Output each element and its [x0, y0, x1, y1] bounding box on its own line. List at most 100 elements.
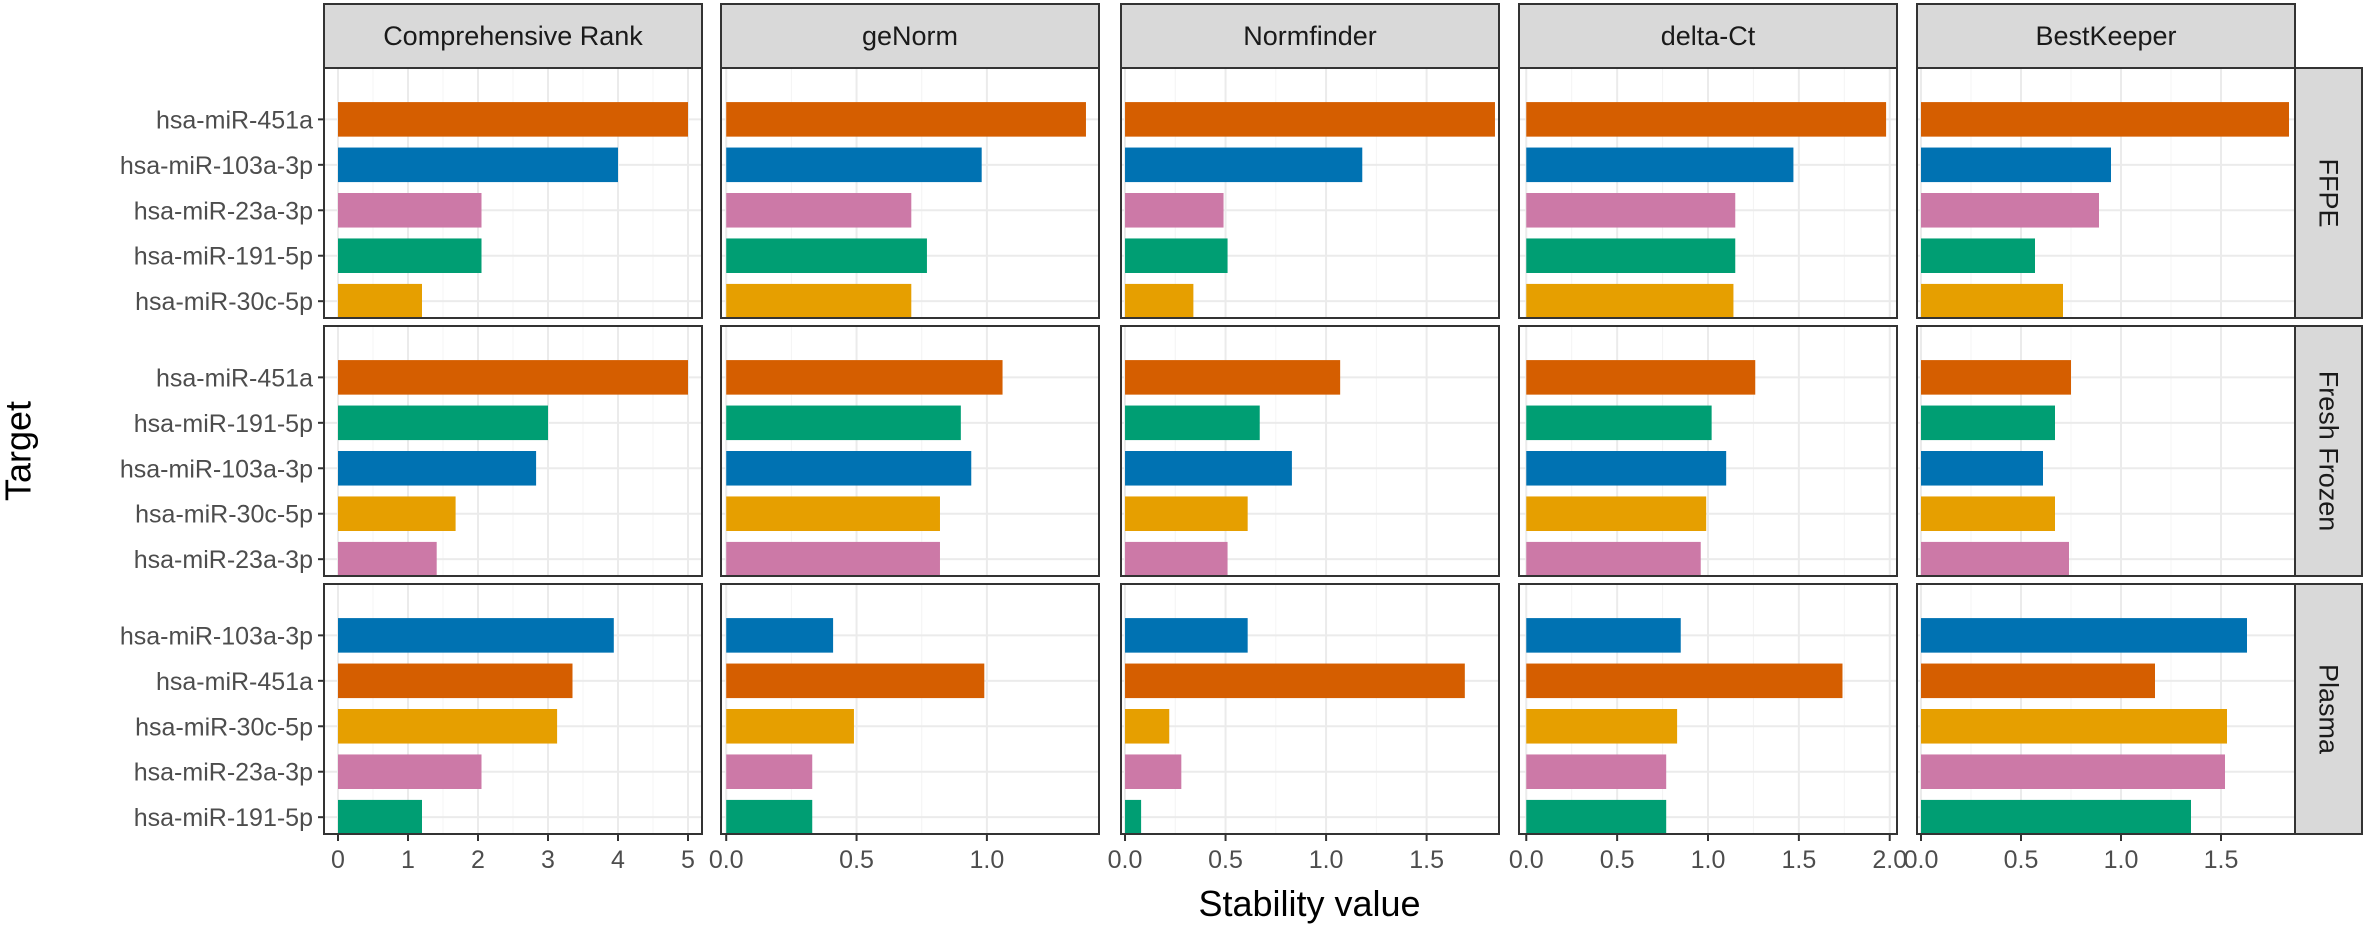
bar-hsa-mir-23a-3p — [726, 193, 912, 228]
strip-label: Fresh Frozen — [2314, 371, 2344, 532]
bar-hsa-mir-191-5p — [1921, 405, 2055, 441]
x-tick-label: 2.0 — [1872, 846, 1907, 874]
facet-strip-bestkeeper: BestKeeper — [1916, 3, 2296, 69]
bar-hsa-mir-451a — [338, 663, 573, 699]
x-ticks-normfinder: 0.0 0.5 1.0 1.5 — [1108, 834, 1444, 874]
x-ticks-genorm: 0.0 0.5 1.0 — [709, 834, 1004, 874]
panel-plasma-bestkeeper — [1916, 583, 2296, 835]
x-tick-label: 1.0 — [1309, 846, 1344, 874]
bar-hsa-mir-451a — [1125, 102, 1495, 137]
facet-strip-delta-ct: delta-Ct — [1518, 3, 1898, 69]
bar-hsa-mir-191-5p — [1125, 238, 1228, 273]
bar-hsa-mir-23a-3p — [726, 754, 813, 789]
panel-fresh-frozen-normfinder — [1120, 325, 1500, 577]
bar-hsa-mir-103a-3p — [726, 147, 982, 183]
bar-hsa-mir-23a-3p — [1125, 541, 1228, 577]
bar-hsa-mir-191-5p — [1526, 238, 1736, 273]
strip-box — [2294, 325, 2363, 577]
x-tick-label: 1 — [401, 846, 415, 874]
y-tick-label: hsa-miR-30c-5p — [135, 501, 313, 529]
bar-hsa-mir-451a — [1526, 360, 1756, 395]
x-tick-label: 0.0 — [1509, 846, 1544, 874]
strip-label: Plasma — [2314, 664, 2344, 755]
strip-box — [1120, 3, 1500, 69]
panel-border — [1518, 67, 1898, 319]
bar-hsa-mir-30c-5p — [1921, 496, 2055, 531]
x-tick-label: 4 — [611, 846, 625, 874]
x-tick-label: 0.5 — [1600, 846, 1635, 874]
strip-box — [1518, 3, 1898, 69]
bar-hsa-mir-451a — [1526, 102, 1887, 137]
bar-hsa-mir-191-5p — [1526, 405, 1712, 441]
bar-hsa-mir-451a — [726, 102, 1086, 137]
facet-strip-ffpe: FFPE — [2294, 67, 2363, 319]
bar-hsa-mir-23a-3p — [1921, 541, 2069, 577]
panel-border — [1120, 325, 1500, 577]
bar-hsa-mir-23a-3p — [1921, 193, 2099, 228]
panel-ffpe-genorm — [720, 67, 1100, 319]
strip-box — [720, 3, 1100, 69]
y-ticks-fresh-frozen: hsa-miR-451a hsa-miR-191-5p hsa-miR-103a-3… — [120, 364, 324, 574]
y-tick-label: hsa-miR-103a-3p — [120, 152, 313, 180]
y-ticks-plasma: hsa-miR-103a-3p hsa-miR-451a hsa-miR-30c-5… — [120, 622, 324, 832]
x-tick-label: 1.5 — [1409, 846, 1444, 874]
bar-hsa-mir-451a — [1921, 360, 2071, 395]
bar-hsa-mir-191-5p — [1526, 799, 1667, 835]
panel-border — [720, 583, 1100, 835]
panel-plasma-genorm — [720, 583, 1100, 835]
bar-hsa-mir-103a-3p — [338, 618, 614, 653]
strip-label: Comprehensive Rank — [383, 21, 643, 51]
bar-hsa-mir-451a — [1125, 360, 1341, 395]
bar-hsa-mir-30c-5p — [338, 709, 558, 744]
bar-hsa-mir-30c-5p — [1526, 709, 1678, 744]
bar-hsa-mir-30c-5p — [1125, 283, 1194, 319]
bar-hsa-mir-30c-5p — [1921, 283, 2063, 319]
panel-border — [323, 67, 703, 319]
strip-label: geNorm — [862, 21, 958, 51]
y-tick-label: hsa-miR-191-5p — [134, 804, 313, 832]
bar-hsa-mir-103a-3p — [338, 147, 618, 183]
bar-hsa-mir-23a-3p — [1526, 193, 1736, 228]
bar-hsa-mir-191-5p — [338, 405, 548, 441]
bar-hsa-mir-191-5p — [726, 799, 813, 835]
bar-hsa-mir-191-5p — [1921, 238, 2035, 273]
y-tick-label: hsa-miR-30c-5p — [135, 713, 313, 741]
y-tick-label: hsa-miR-451a — [156, 668, 313, 696]
y-tick-label: hsa-miR-451a — [156, 106, 313, 134]
bar-hsa-mir-30c-5p — [726, 496, 940, 531]
x-tick-label: 2 — [471, 846, 485, 874]
strip-label: BestKeeper — [2035, 21, 2176, 51]
bar-hsa-mir-103a-3p — [1526, 451, 1727, 486]
panel-fresh-frozen-comprehensive-rank — [323, 325, 703, 577]
panel-plasma-comprehensive-rank — [323, 583, 703, 835]
bar-hsa-mir-191-5p — [338, 799, 422, 835]
panel-plasma-normfinder — [1120, 583, 1500, 835]
bar-hsa-mir-23a-3p — [1125, 193, 1224, 228]
bar-hsa-mir-103a-3p — [1921, 618, 2247, 653]
panel-border — [323, 583, 703, 835]
y-tick-label: hsa-miR-191-5p — [134, 410, 313, 438]
bar-hsa-mir-103a-3p — [726, 451, 972, 486]
bar-hsa-mir-103a-3p — [1125, 618, 1248, 653]
panel-border — [1120, 583, 1500, 835]
y-tick-label: hsa-miR-30c-5p — [135, 288, 313, 316]
x-tick-label: 0.5 — [1208, 846, 1243, 874]
x-tick-label: 3 — [541, 846, 555, 874]
strip-box — [323, 3, 703, 69]
bar-hsa-mir-30c-5p — [1125, 709, 1170, 744]
x-tick-label: 1.5 — [2204, 846, 2239, 874]
bar-hsa-mir-103a-3p — [1921, 451, 2043, 486]
bar-hsa-mir-451a — [1921, 663, 2155, 699]
x-ticks-delta-ct: 0.0 0.5 1.0 1.5 2.0 — [1509, 834, 1907, 874]
panel-border — [1916, 67, 2296, 319]
bar-hsa-mir-191-5p — [1921, 799, 2191, 835]
panel-border — [1120, 67, 1500, 319]
bar-hsa-mir-23a-3p — [338, 754, 482, 789]
bar-hsa-mir-23a-3p — [1125, 754, 1182, 789]
bar-hsa-mir-103a-3p — [1526, 618, 1681, 653]
y-tick-label: hsa-miR-23a-3p — [134, 546, 313, 574]
facet-strip-normfinder: Normfinder — [1120, 3, 1500, 69]
bar-hsa-mir-23a-3p — [1921, 754, 2225, 789]
x-axis-title: Stability value — [1198, 883, 1420, 924]
